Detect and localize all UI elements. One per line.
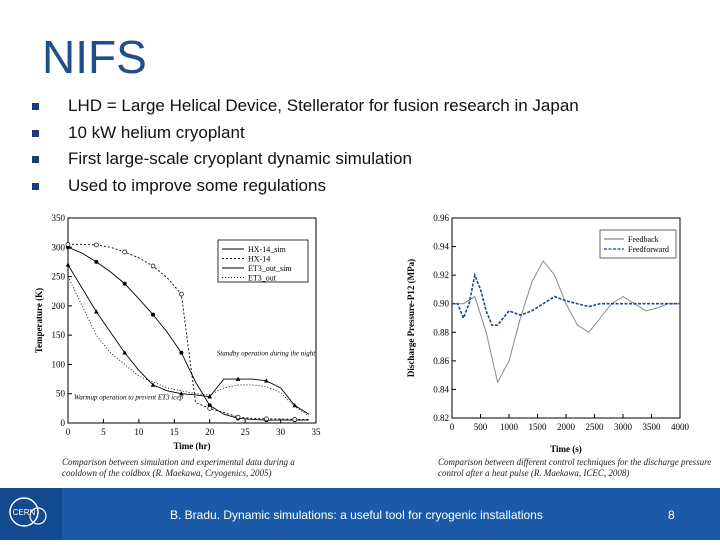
data-point <box>151 312 156 317</box>
y-tick-label: 0.84 <box>433 384 449 394</box>
x-tick-label: 1500 <box>529 422 548 432</box>
bullet-square-icon <box>32 182 39 190</box>
data-point <box>179 291 184 297</box>
data-point <box>207 406 213 411</box>
series-line <box>68 243 309 420</box>
x-tick-label: 0 <box>66 427 71 437</box>
bullet-item: Used to improve some regulations <box>30 174 579 201</box>
footer-bar <box>0 488 720 540</box>
legend-label: ET3_out_sim <box>248 264 292 273</box>
series-line <box>452 272 680 326</box>
y-tick-label: 0.92 <box>433 270 449 280</box>
data-point <box>235 414 241 420</box>
data-point <box>65 262 71 267</box>
data-point <box>264 378 269 383</box>
legend-label: HX-14 <box>248 255 270 264</box>
page-number: 8 <box>668 508 675 522</box>
y-tick-label: 250 <box>52 272 66 282</box>
x-tick-label: 15 <box>170 427 180 437</box>
y-tick-label: 150 <box>52 330 66 340</box>
bullet-text: Used to improve some regulations <box>68 175 326 195</box>
data-point <box>235 376 241 381</box>
legend-label: Feedforward <box>628 245 669 254</box>
annotation-warmup: Warmup operation to prevent ET3 icep <box>74 394 183 402</box>
legend-label: HX-14_sim <box>248 245 287 254</box>
data-point <box>150 382 156 387</box>
bullet-square-icon <box>32 103 39 110</box>
y-tick-label: 300 <box>52 242 66 252</box>
legend-label: ET3_out <box>248 274 277 283</box>
bullet-list: LHD = Large Helical Device, Stellerator … <box>30 94 579 200</box>
bullet-item: First large-scale cryoplant dynamic simu… <box>30 147 579 174</box>
legend-box <box>217 239 309 283</box>
y-tick-label: 0.82 <box>433 413 449 423</box>
y-tick-label: 350 <box>52 213 66 223</box>
data-point <box>94 259 99 264</box>
y-tick-label: 0 <box>61 418 66 428</box>
series-line <box>67 246 309 421</box>
bullet-text: 10 kW helium cryoplant <box>68 122 245 142</box>
data-point <box>94 309 99 314</box>
data-point <box>65 242 71 247</box>
bullet-item: LHD = Large Helical Device, Stellerator … <box>30 94 579 121</box>
annotation-standby: Standby operation during the night <box>217 350 316 358</box>
x-tick-label: 20 <box>205 427 215 437</box>
x-tick-label: 2000 <box>557 422 576 432</box>
series-line <box>452 259 680 384</box>
x-tick-label: 1000 <box>500 422 519 432</box>
cern-logo-icon: CERN <box>9 497 47 527</box>
data-point <box>292 402 298 408</box>
legend-box <box>599 229 677 259</box>
data-point <box>93 242 99 248</box>
x-tick-label: 3000 <box>614 422 633 432</box>
y-tick-label: 0.90 <box>433 299 449 309</box>
data-point <box>122 350 127 355</box>
y-tick-label: 200 <box>52 301 66 311</box>
bullet-square-icon <box>32 129 39 137</box>
legend-label: Feedback <box>628 235 659 244</box>
x-tick-label: 2500 <box>586 422 605 432</box>
x-tick-label: 3500 <box>643 422 662 432</box>
y-tick-label: 0.86 <box>433 356 449 366</box>
x-tick-label: 30 <box>276 427 286 437</box>
slide-title: NIFS <box>42 31 147 83</box>
data-point <box>179 350 184 355</box>
data-point <box>150 263 156 269</box>
x-axis-label: Time (s) <box>550 444 582 454</box>
bullet-item: 10 kW helium cryoplant <box>30 121 579 148</box>
cern-logo: CERN <box>0 488 62 540</box>
data-point <box>264 416 269 422</box>
data-point <box>122 281 127 286</box>
y-tick-label: 0.96 <box>433 213 449 223</box>
x-axis-label: Time (hr) <box>173 441 210 451</box>
bullet-text: LHD = Large Helical Device, Stellerator … <box>68 96 579 115</box>
logo-text: CERN <box>13 508 36 517</box>
caption-left: Comparison between simulation and experi… <box>62 457 295 478</box>
x-tick-label: 10 <box>134 427 144 437</box>
y-axis-label: Temperature (K) <box>34 288 44 353</box>
footer-text: B. Bradu. Dynamic simulations: a useful … <box>170 508 543 522</box>
y-tick-label: 0.88 <box>433 327 449 337</box>
x-tick-label: 0 <box>450 422 455 432</box>
x-tick-label: 500 <box>474 422 488 432</box>
data-point <box>292 417 298 422</box>
data-point <box>179 391 184 396</box>
data-point <box>207 394 213 399</box>
x-tick-label: 25 <box>241 427 251 437</box>
bullet-square-icon <box>32 156 39 163</box>
pressure-chart: 0.82 0.84 0.86 0.88 0.90 0.92 0.94 0.96 0 500 1000… <box>406 213 690 454</box>
y-axis-label: Discharge Pressure-P12 (MPa) <box>406 259 416 377</box>
data-point <box>122 249 128 255</box>
x-tick-label: 5 <box>101 427 106 437</box>
bullet-text: First large-scale cryoplant dynamic simu… <box>68 149 412 168</box>
y-tick-label: 0.94 <box>433 242 449 252</box>
series-line <box>67 264 310 415</box>
temperature-chart: 0 50 100 150 200 250 300 350 0 5 10 15 20 25 30 35 Time … <box>34 213 322 451</box>
x-tick-label: 4000 <box>671 422 690 432</box>
caption-right: Comparison between different control tec… <box>438 457 712 478</box>
y-tick-label: 50 <box>56 389 66 399</box>
x-tick-label: 35 <box>312 427 322 437</box>
y-tick-label: 100 <box>52 359 66 369</box>
